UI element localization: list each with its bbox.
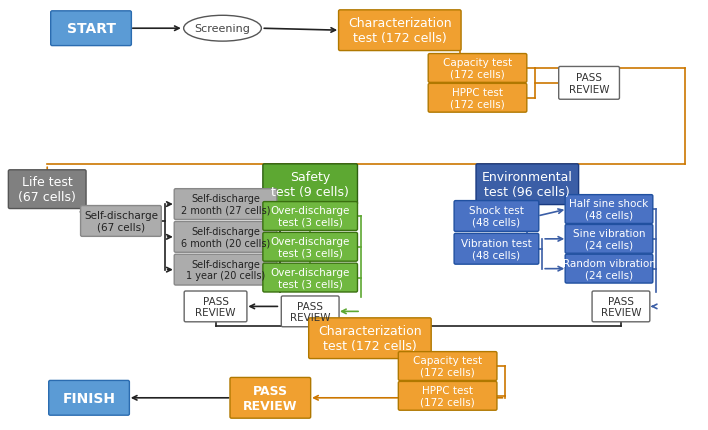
Text: Over-discharge
test (3 cells): Over-discharge test (3 cells) (270, 237, 350, 258)
Text: Self-discharge
(67 cells): Self-discharge (67 cells) (84, 211, 158, 232)
FancyBboxPatch shape (454, 234, 539, 264)
FancyBboxPatch shape (263, 202, 358, 231)
Text: Self-discharge
6 month (20 cells): Self-discharge 6 month (20 cells) (181, 227, 270, 248)
FancyBboxPatch shape (263, 233, 358, 261)
FancyBboxPatch shape (454, 201, 539, 232)
Text: Characterization
test (172 cells): Characterization test (172 cells) (318, 325, 422, 352)
FancyBboxPatch shape (174, 255, 277, 286)
Text: PASS
REVIEW: PASS REVIEW (195, 296, 236, 317)
FancyBboxPatch shape (338, 11, 461, 52)
FancyBboxPatch shape (51, 12, 132, 46)
FancyBboxPatch shape (399, 381, 497, 410)
Text: PASS
REVIEW: PASS REVIEW (569, 73, 610, 95)
Text: Over-discharge
test (3 cells): Over-discharge test (3 cells) (270, 206, 350, 227)
Text: Capacity test
(172 cells): Capacity test (172 cells) (413, 355, 482, 377)
Text: Vibration test
(48 cells): Vibration test (48 cells) (461, 238, 532, 260)
Text: FINISH: FINISH (62, 391, 115, 405)
FancyBboxPatch shape (49, 381, 130, 415)
Text: Screening: Screening (195, 24, 251, 34)
Text: Life test
(67 cells): Life test (67 cells) (18, 176, 76, 204)
FancyBboxPatch shape (263, 264, 358, 292)
FancyBboxPatch shape (559, 68, 620, 100)
Ellipse shape (183, 16, 261, 42)
FancyBboxPatch shape (281, 296, 339, 327)
FancyBboxPatch shape (174, 222, 277, 253)
FancyBboxPatch shape (399, 352, 497, 381)
Text: Half sine shock
(48 cells): Half sine shock (48 cells) (569, 199, 649, 220)
Text: PASS
REVIEW: PASS REVIEW (290, 301, 331, 322)
Text: Shock test
(48 cells): Shock test (48 cells) (469, 206, 524, 227)
Text: START: START (67, 22, 115, 36)
Text: Characterization
test (172 cells): Characterization test (172 cells) (348, 17, 452, 45)
Text: Capacity test
(172 cells): Capacity test (172 cells) (443, 58, 512, 80)
Text: PASS
REVIEW: PASS REVIEW (243, 384, 297, 412)
FancyBboxPatch shape (428, 55, 527, 83)
FancyBboxPatch shape (184, 292, 247, 322)
Text: Random vibration
(24 cells): Random vibration (24 cells) (563, 258, 656, 280)
Text: PASS
REVIEW: PASS REVIEW (600, 296, 641, 317)
FancyBboxPatch shape (309, 318, 431, 359)
FancyBboxPatch shape (230, 378, 311, 418)
Text: Self-discharge
1 year (20 cells): Self-discharge 1 year (20 cells) (186, 259, 265, 281)
Text: Over-discharge
test (3 cells): Over-discharge test (3 cells) (270, 267, 350, 289)
FancyBboxPatch shape (592, 292, 650, 322)
Text: Safety
test (9 cells): Safety test (9 cells) (271, 171, 349, 199)
FancyBboxPatch shape (8, 170, 86, 209)
Text: Self-discharge
2 month (27 cells): Self-discharge 2 month (27 cells) (181, 194, 270, 215)
FancyBboxPatch shape (476, 164, 578, 205)
FancyBboxPatch shape (428, 84, 527, 113)
FancyBboxPatch shape (263, 164, 358, 205)
FancyBboxPatch shape (565, 195, 653, 224)
FancyBboxPatch shape (565, 255, 653, 283)
FancyBboxPatch shape (565, 225, 653, 254)
Text: Environmental
test (96 cells): Environmental test (96 cells) (482, 171, 573, 199)
Text: HPPC test
(172 cells): HPPC test (172 cells) (450, 88, 505, 109)
Text: Sine vibration
(24 cells): Sine vibration (24 cells) (573, 228, 645, 250)
FancyBboxPatch shape (174, 189, 277, 220)
Text: HPPC test
(172 cells): HPPC test (172 cells) (421, 385, 475, 407)
FancyBboxPatch shape (81, 206, 161, 237)
